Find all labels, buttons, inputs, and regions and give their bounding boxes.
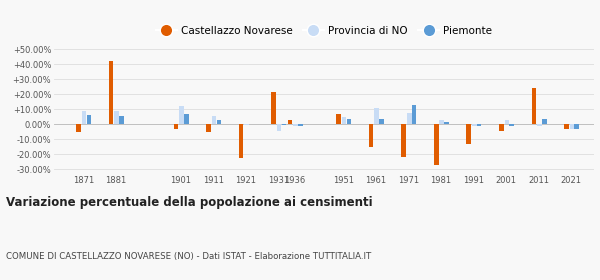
Bar	[569, 124, 574, 129]
Bar	[174, 124, 178, 129]
Bar	[379, 119, 384, 124]
Bar	[509, 124, 514, 127]
Bar	[179, 106, 184, 124]
Bar	[76, 124, 80, 132]
Bar	[505, 120, 509, 124]
Bar	[477, 124, 481, 127]
Text: COMUNE DI CASTELLAZZO NOVARESE (NO) - Dati ISTAT - Elaborazione TUTTITALIA.IT: COMUNE DI CASTELLAZZO NOVARESE (NO) - Da…	[6, 252, 371, 261]
Legend: Castellazzo Novarese, Provincia di NO, Piemonte: Castellazzo Novarese, Provincia di NO, P…	[152, 22, 496, 40]
Bar	[212, 116, 217, 124]
Bar	[347, 119, 352, 124]
Bar	[412, 106, 416, 124]
Bar	[271, 92, 276, 124]
Bar	[537, 124, 542, 127]
Bar	[434, 124, 439, 165]
Bar	[564, 124, 569, 129]
Bar	[499, 124, 503, 131]
Text: Variazione percentuale della popolazione ai censimenti: Variazione percentuale della popolazione…	[6, 196, 373, 209]
Bar	[82, 111, 86, 124]
Bar	[206, 124, 211, 132]
Bar	[244, 124, 249, 125]
Bar	[466, 124, 471, 144]
Bar	[282, 124, 286, 125]
Bar	[114, 111, 119, 124]
Bar	[86, 115, 91, 124]
Bar	[217, 120, 221, 124]
Bar	[184, 115, 188, 124]
Bar	[374, 108, 379, 124]
Bar	[239, 124, 244, 158]
Bar	[574, 124, 579, 129]
Bar	[369, 124, 373, 147]
Bar	[298, 124, 302, 126]
Bar	[532, 88, 536, 124]
Bar	[439, 120, 444, 124]
Bar	[407, 113, 412, 124]
Bar	[472, 124, 476, 127]
Bar	[119, 116, 124, 124]
Bar	[337, 115, 341, 124]
Bar	[542, 119, 547, 124]
Bar	[293, 124, 298, 126]
Bar	[287, 120, 292, 124]
Bar	[342, 117, 346, 124]
Bar	[109, 60, 113, 124]
Bar	[401, 124, 406, 157]
Bar	[277, 124, 281, 131]
Bar	[445, 122, 449, 124]
